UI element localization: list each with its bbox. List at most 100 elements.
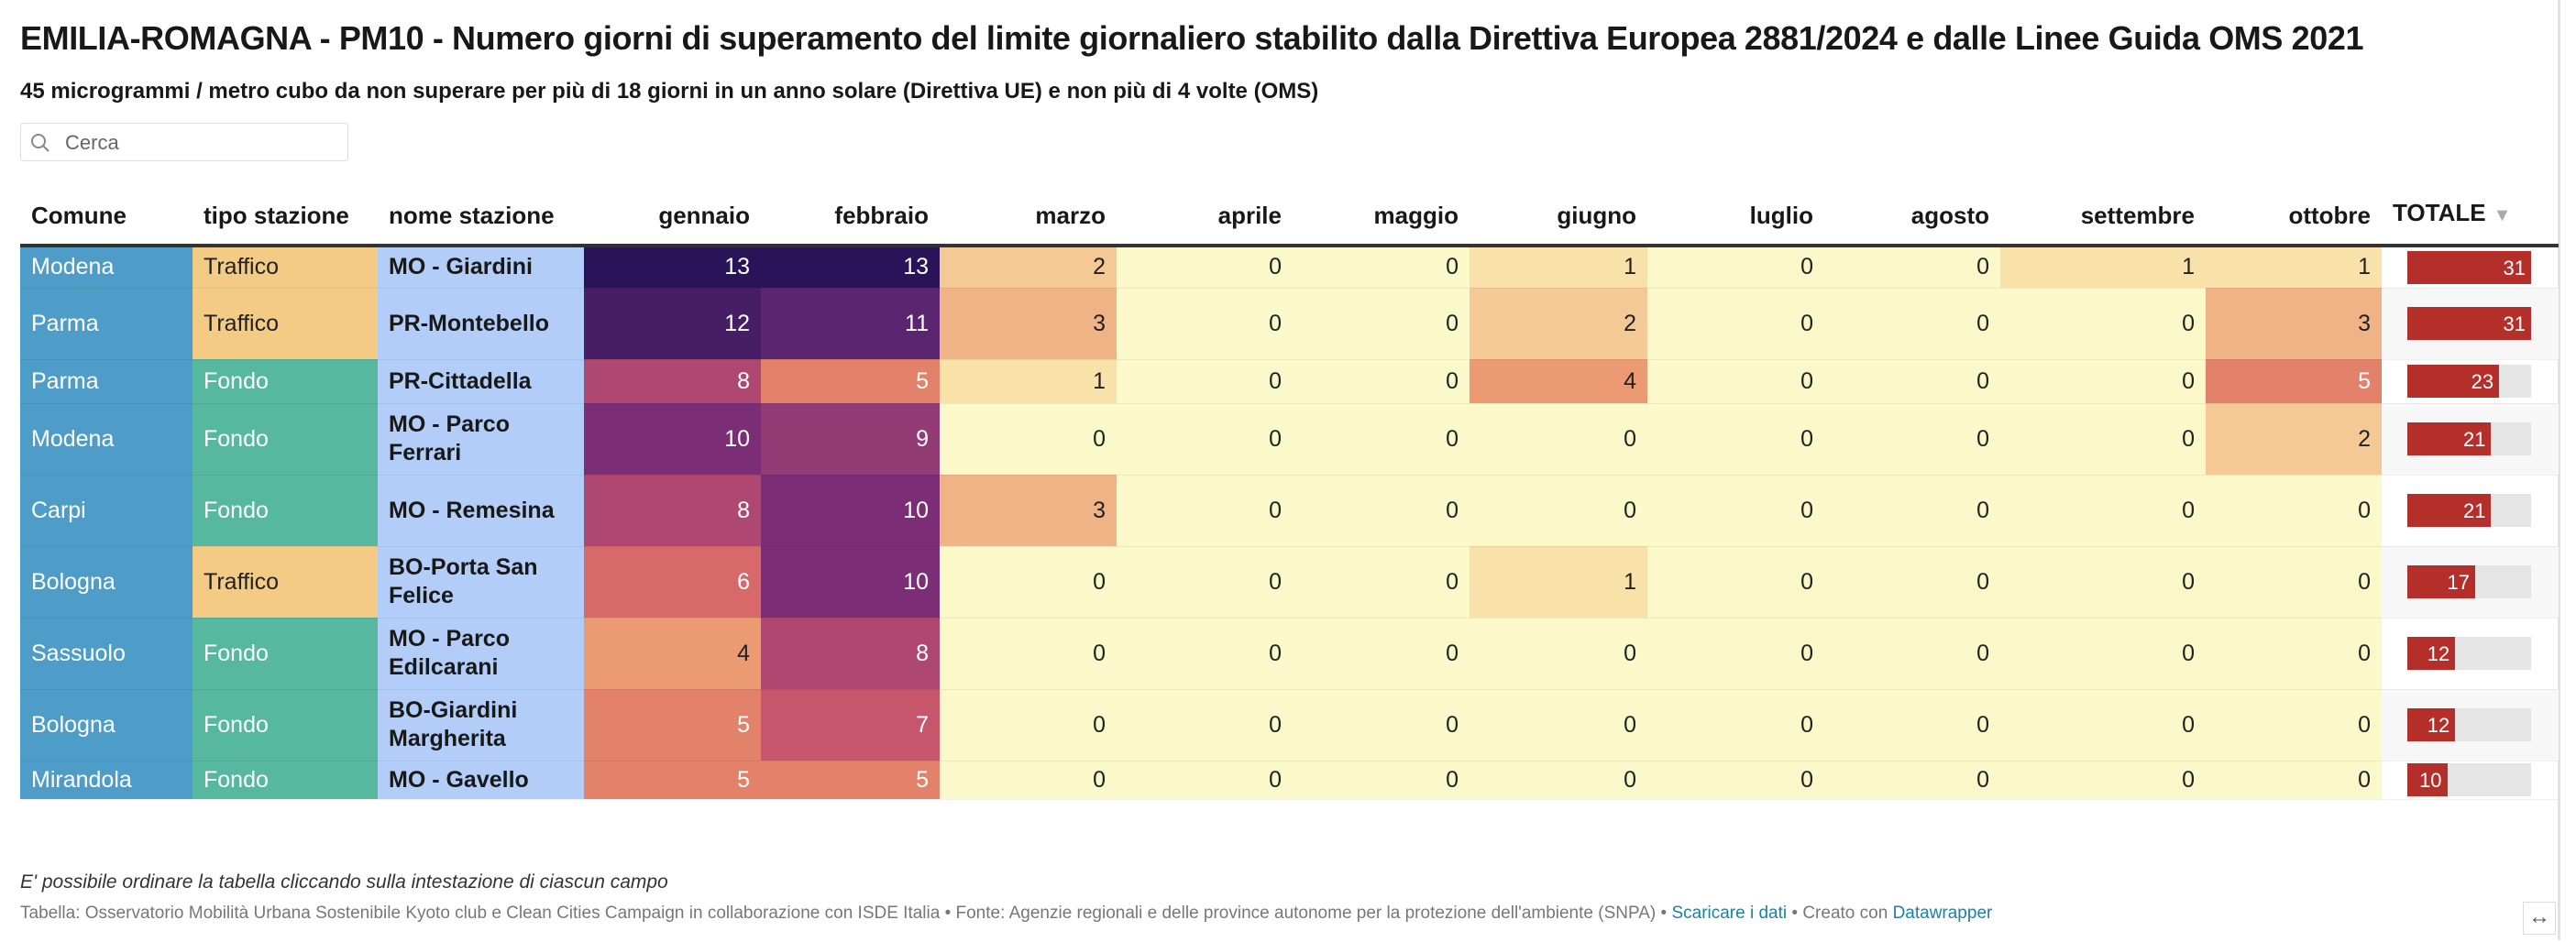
totale-bar-track: 10 bbox=[2407, 763, 2531, 796]
column-header-aprile[interactable]: aprile bbox=[1117, 198, 1293, 247]
cell-giugno: 0 bbox=[1470, 475, 1647, 547]
cell-maggio: 0 bbox=[1293, 288, 1470, 360]
cell-settembre: 0 bbox=[2000, 288, 2206, 360]
column-header-gennaio[interactable]: gennaio bbox=[584, 198, 761, 247]
column-header-agosto[interactable]: agosto bbox=[1824, 198, 2000, 247]
download-data-link[interactable]: Scaricare i dati bbox=[1671, 904, 1788, 923]
cell-giugno: 0 bbox=[1470, 761, 1647, 800]
cell-aprile: 0 bbox=[1117, 359, 1293, 404]
cell-settembre: 0 bbox=[2000, 475, 2206, 547]
column-header-giugno[interactable]: giugno bbox=[1470, 198, 1647, 247]
cell-febbraio: 5 bbox=[761, 761, 940, 800]
cell-febbraio: 5 bbox=[761, 359, 940, 404]
totale-bar: 23 bbox=[2407, 365, 2500, 398]
cell-luglio: 0 bbox=[1647, 618, 1824, 690]
cell-nome-stazione: PR-Cittadella bbox=[378, 359, 584, 404]
cell-tipo-stazione: Fondo bbox=[193, 761, 378, 800]
cell-gennaio: 5 bbox=[584, 689, 761, 761]
column-header-tipo-stazione[interactable]: tipo stazione bbox=[193, 198, 378, 247]
cell-marzo: 0 bbox=[940, 403, 1117, 476]
cell-settembre: 1 bbox=[2000, 246, 2206, 289]
column-header-label: maggio bbox=[1373, 202, 1459, 229]
cell-luglio: 0 bbox=[1647, 246, 1824, 289]
table-header-row: Comune tipo stazione nome stazione gennaio f… bbox=[20, 198, 2559, 247]
cell-maggio: 0 bbox=[1293, 546, 1470, 619]
column-header-febbraio[interactable]: febbraio bbox=[761, 198, 940, 247]
cell-comune: Bologna bbox=[20, 689, 193, 761]
cell-nome-stazione: BO-Giardini Margherita bbox=[378, 689, 584, 761]
totale-value: 31 bbox=[2503, 312, 2526, 335]
cell-tipo-stazione: Traffico bbox=[193, 546, 378, 619]
search-box[interactable] bbox=[20, 123, 348, 161]
search-input[interactable] bbox=[63, 127, 342, 159]
column-header-luglio[interactable]: luglio bbox=[1647, 198, 1824, 247]
expand-icon[interactable]: ↔ bbox=[2523, 902, 2556, 935]
footer-note: E' possibile ordinare la tabella cliccan… bbox=[20, 871, 668, 893]
column-header-label: nome stazione bbox=[389, 202, 555, 229]
cell-gennaio: 13 bbox=[584, 246, 761, 289]
cell-giugno: 0 bbox=[1470, 689, 1647, 761]
cell-settembre: 0 bbox=[2000, 689, 2206, 761]
cell-ottobre: 1 bbox=[2206, 246, 2382, 289]
column-header-marzo[interactable]: marzo bbox=[940, 198, 1117, 247]
table-row: Parma Fondo PR-Cittadella 8 5 1 0 0 4 0 0 0 5 23 bbox=[20, 359, 2559, 404]
cell-comune: Carpi bbox=[20, 475, 193, 547]
cell-agosto: 0 bbox=[1824, 246, 2000, 289]
cell-tipo-stazione: Fondo bbox=[193, 689, 378, 761]
totale-bar: 17 bbox=[2407, 565, 2476, 598]
column-header-maggio[interactable]: maggio bbox=[1293, 198, 1470, 247]
cell-tipo-stazione: Fondo bbox=[193, 618, 378, 690]
totale-bar-track: 12 bbox=[2407, 708, 2531, 741]
cell-marzo: 0 bbox=[940, 761, 1117, 800]
cell-ottobre: 3 bbox=[2206, 288, 2382, 360]
table-row: Bologna Traffico BO-Porta San Felice 6 10 0 0 0… bbox=[20, 546, 2559, 619]
cell-agosto: 0 bbox=[1824, 761, 2000, 800]
totale-bar: 12 bbox=[2407, 637, 2456, 670]
column-header-comune[interactable]: Comune bbox=[20, 198, 193, 247]
cell-nome-stazione: MO - Parco Ferrari bbox=[378, 403, 584, 476]
cell-totale: 21 bbox=[2382, 475, 2559, 547]
cell-luglio: 0 bbox=[1647, 403, 1824, 476]
column-header-settembre[interactable]: settembre bbox=[2000, 198, 2206, 247]
cell-luglio: 0 bbox=[1647, 689, 1824, 761]
created-with-text: • Creato con bbox=[1787, 904, 1893, 923]
cell-luglio: 0 bbox=[1647, 288, 1824, 360]
cell-luglio: 0 bbox=[1647, 475, 1824, 547]
totale-bar: 21 bbox=[2407, 422, 2492, 455]
column-header-label: ottobre bbox=[2288, 202, 2371, 229]
column-header-nome-stazione[interactable]: nome stazione bbox=[378, 198, 584, 247]
cell-comune: Modena bbox=[20, 246, 193, 289]
column-header-ottobre[interactable]: ottobre bbox=[2206, 198, 2382, 247]
cell-maggio: 0 bbox=[1293, 246, 1470, 289]
datawrapper-link[interactable]: Datawrapper bbox=[1892, 904, 1993, 923]
cell-maggio: 0 bbox=[1293, 403, 1470, 476]
cell-luglio: 0 bbox=[1647, 546, 1824, 619]
totale-bar: 21 bbox=[2407, 494, 2492, 527]
column-header-totale[interactable]: TOTALE ▼ bbox=[2382, 198, 2559, 247]
cell-giugno: 0 bbox=[1470, 618, 1647, 690]
cell-maggio: 0 bbox=[1293, 689, 1470, 761]
footer-source: Tabella: Osservatorio Mobilità Urbana So… bbox=[20, 904, 1992, 924]
cell-ottobre: 5 bbox=[2206, 359, 2382, 404]
totale-value: 21 bbox=[2462, 499, 2486, 522]
column-header-label: settembre bbox=[2080, 202, 2195, 229]
cell-nome-stazione: BO-Porta San Felice bbox=[378, 546, 584, 619]
cell-aprile: 0 bbox=[1117, 761, 1293, 800]
totale-value: 10 bbox=[2419, 769, 2442, 792]
cell-totale: 12 bbox=[2382, 618, 2559, 690]
cell-tipo-stazione: Traffico bbox=[193, 288, 378, 360]
cell-agosto: 0 bbox=[1824, 546, 2000, 619]
cell-marzo: 0 bbox=[940, 546, 1117, 619]
totale-bar: 10 bbox=[2407, 763, 2448, 796]
cell-tipo-stazione: Fondo bbox=[193, 475, 378, 547]
cell-comune: Modena bbox=[20, 403, 193, 476]
column-header-label: luglio bbox=[1749, 202, 1813, 229]
cell-gennaio: 12 bbox=[584, 288, 761, 360]
cell-settembre: 0 bbox=[2000, 403, 2206, 476]
totale-value: 23 bbox=[2471, 370, 2494, 393]
cell-marzo: 0 bbox=[940, 689, 1117, 761]
cell-febbraio: 7 bbox=[761, 689, 940, 761]
cell-febbraio: 11 bbox=[761, 288, 940, 360]
cell-gennaio: 8 bbox=[584, 475, 761, 547]
cell-nome-stazione: PR-Montebello bbox=[378, 288, 584, 360]
